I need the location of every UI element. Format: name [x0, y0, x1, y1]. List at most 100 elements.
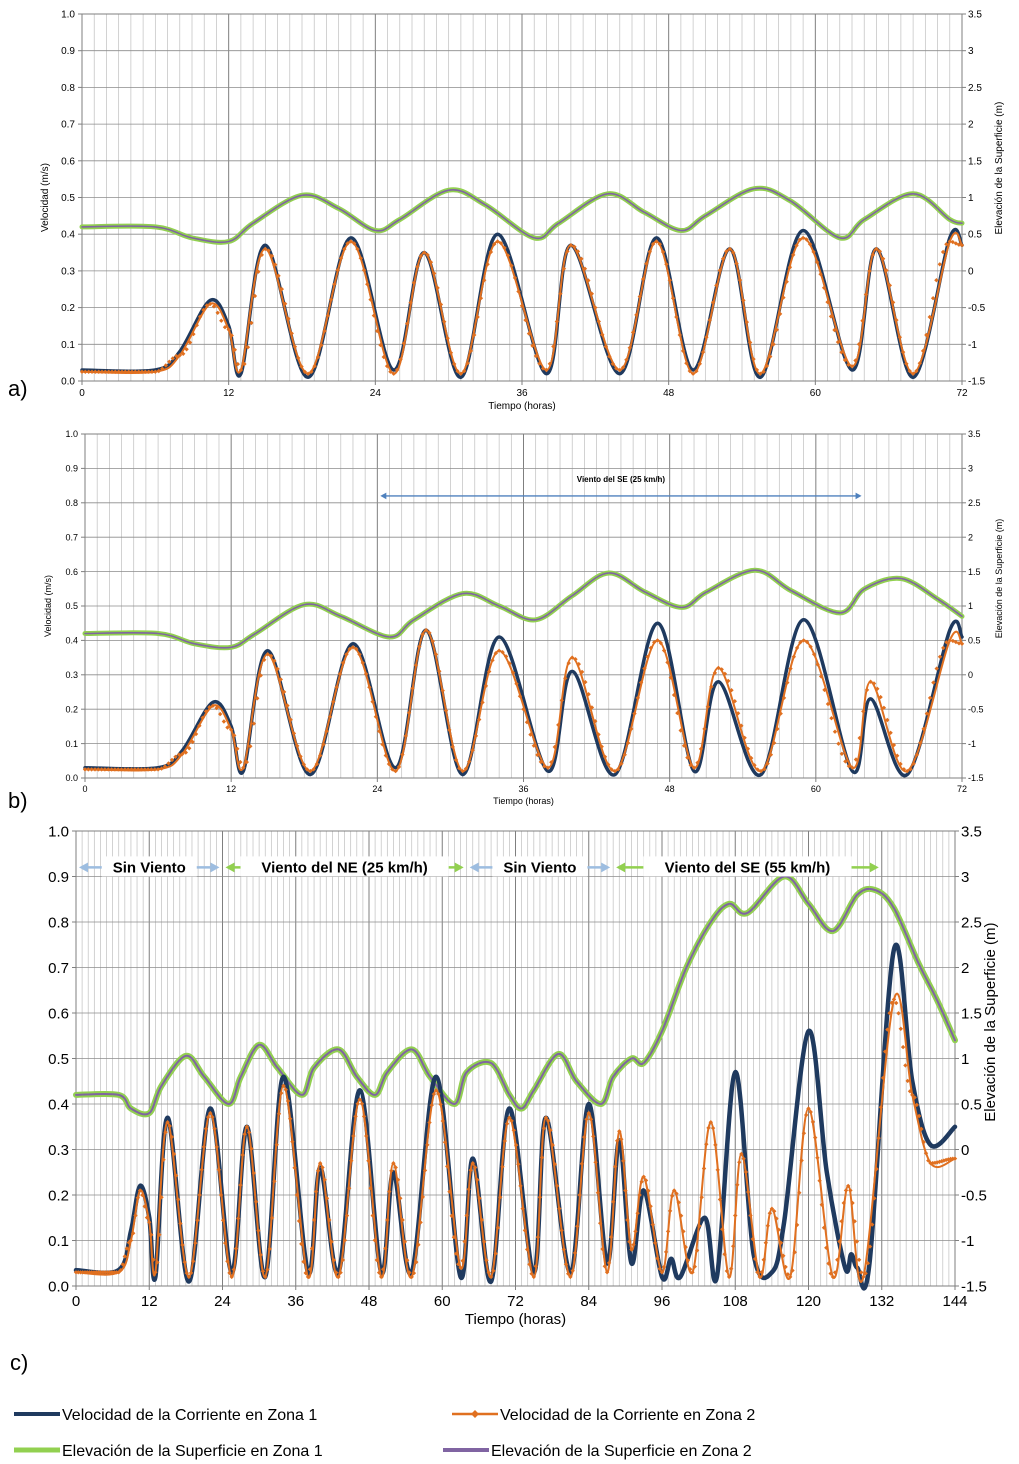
annotation-arrowhead-right [210, 862, 220, 873]
data-point-marker [615, 1138, 620, 1143]
data-point-marker [229, 1274, 234, 1280]
y2-axis-label: Elevación de la Superficie (m) [994, 519, 1004, 639]
data-point-marker [663, 1249, 669, 1255]
data-point-marker [665, 1229, 671, 1234]
data-point-marker [324, 1196, 330, 1201]
x-tick-label: 36 [518, 784, 528, 794]
data-point-marker [584, 1117, 589, 1122]
data-point-marker [197, 314, 203, 319]
data-point-marker [311, 767, 316, 772]
data-point-marker [648, 1204, 653, 1209]
data-point-marker [898, 761, 903, 767]
data-point-marker [794, 645, 800, 651]
data-point-marker [554, 319, 560, 324]
data-point-marker [538, 759, 544, 765]
y-tick-label: 0.0 [61, 377, 75, 388]
data-point-marker [296, 355, 301, 361]
data-point-marker [156, 368, 161, 374]
data-point-marker [734, 261, 739, 266]
data-point-marker [554, 1183, 560, 1189]
data-point-marker [276, 1111, 282, 1116]
data-point-marker [211, 304, 217, 309]
data-point-marker [244, 1124, 250, 1129]
data-point-marker [575, 1224, 580, 1229]
data-point-marker [586, 278, 591, 283]
y-axis-label: Velocidad (m/s) [43, 575, 53, 637]
data-point-marker [402, 1239, 408, 1244]
data-point-marker [944, 640, 949, 645]
data-point-marker [714, 283, 719, 288]
data-point-marker [762, 767, 767, 772]
data-point-marker [79, 369, 85, 374]
data-point-marker [455, 369, 460, 374]
data-point-marker [126, 369, 131, 374]
data-point-marker [826, 1261, 831, 1266]
data-point-marker [272, 1179, 277, 1184]
data-point-marker [425, 1142, 430, 1148]
data-point-marker [863, 292, 869, 297]
data-point-marker [624, 357, 629, 362]
annotation-label-bg [643, 856, 852, 877]
y2-tick-label: 2 [961, 960, 969, 977]
data-point-marker [547, 361, 553, 366]
data-point-marker [89, 369, 95, 374]
data-point-marker [451, 1235, 457, 1240]
y-tick-label: 0.6 [61, 156, 75, 167]
data-point-marker [775, 726, 780, 732]
data-point-marker [268, 653, 274, 659]
data-point-marker [771, 342, 776, 347]
data-point-marker [559, 698, 564, 703]
data-point-marker [629, 1247, 634, 1252]
data-point-marker [914, 1102, 919, 1108]
data-point-marker [743, 1169, 749, 1175]
y-tick-label: 0.3 [65, 670, 78, 680]
data-point-marker [443, 708, 449, 713]
data-point-marker [276, 273, 281, 278]
data-point-marker [133, 1213, 138, 1218]
data-point-marker [617, 1129, 622, 1134]
data-point-marker [552, 1162, 558, 1167]
data-point-marker [425, 252, 430, 258]
data-point-marker [102, 767, 108, 772]
data-point-marker [635, 1211, 640, 1216]
data-point-marker [103, 369, 108, 374]
data-point-marker [457, 766, 462, 771]
y2-tick-label: -1 [968, 340, 977, 351]
data-point-marker [865, 1261, 870, 1266]
data-point-marker [726, 678, 731, 684]
annotation-label-bg [492, 856, 588, 877]
data-point-marker [733, 1213, 738, 1218]
data-point-marker [98, 1270, 103, 1275]
data-point-marker [99, 369, 105, 374]
data-point-marker [147, 1220, 152, 1225]
data-point-marker [149, 1232, 154, 1237]
annotation-label: Viento del SE (25 km/h) [577, 475, 666, 484]
legend-label: Elevación de la Superficie en Zona 2 [491, 1443, 752, 1460]
y-tick-label: 0.5 [61, 193, 75, 204]
data-point-marker [824, 1245, 829, 1250]
data-point-marker [937, 654, 943, 659]
data-point-marker [309, 1246, 315, 1251]
x-tick-label: 48 [665, 784, 675, 794]
y2-tick-label: 3 [968, 464, 973, 474]
annotation-arrowhead-right [855, 492, 862, 500]
data-point-marker [338, 256, 344, 261]
data-point-marker [113, 369, 118, 374]
legend-label: Velocidad de la Corriente en Zona 1 [62, 1407, 317, 1424]
data-point-marker [319, 342, 324, 348]
data-point-marker [781, 295, 786, 300]
data-point-marker [468, 348, 474, 354]
data-point-marker [870, 252, 876, 257]
data-point-marker [137, 1188, 143, 1193]
data-point-marker [379, 1274, 384, 1280]
x-tick-label: 12 [141, 1293, 158, 1310]
series-markers-2 [79, 235, 965, 376]
data-point-marker [405, 321, 410, 326]
data-point-marker [493, 651, 498, 656]
data-point-marker [907, 1089, 913, 1094]
data-point-marker [572, 1250, 578, 1256]
data-point-marker [384, 363, 390, 369]
data-point-marker [891, 742, 897, 748]
data-point-marker [285, 703, 290, 708]
